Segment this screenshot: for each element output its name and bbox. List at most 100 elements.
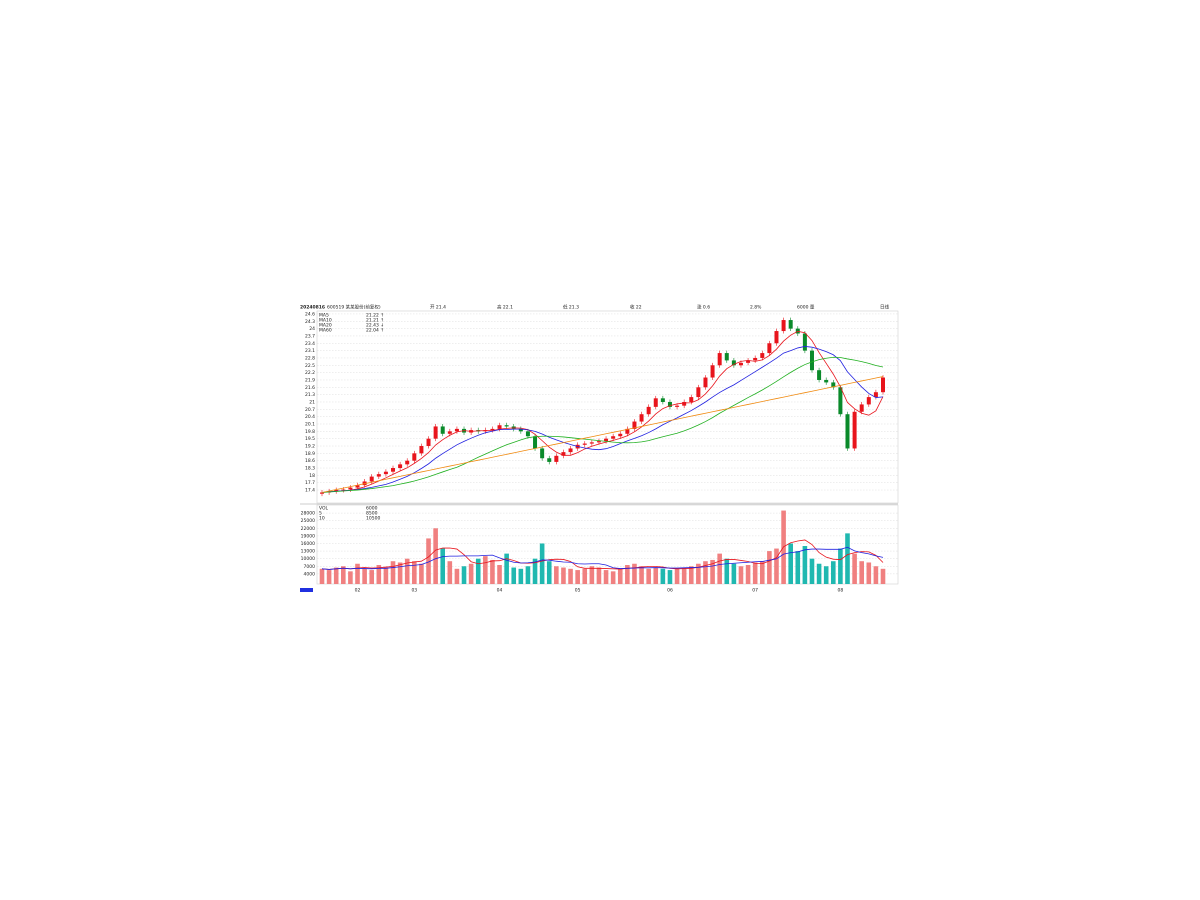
x-tick-label: 05 (575, 588, 581, 594)
candle-body (881, 377, 885, 393)
volume-bar (468, 563, 474, 584)
volume-bar (724, 558, 730, 584)
volume-bar (362, 568, 367, 584)
candle-body (703, 377, 708, 388)
volume-bar (660, 568, 666, 584)
candle-body (746, 360, 751, 363)
candle-body (859, 404, 864, 412)
volume-tick-label: 7000 (304, 564, 316, 570)
legend-name: 5 (319, 511, 322, 517)
candle-body (589, 442, 594, 444)
volume-bar (866, 562, 872, 584)
candle-body (383, 471, 388, 475)
volume-bar (504, 553, 509, 584)
price-panel (316, 310, 899, 504)
candle-body (682, 401, 687, 406)
volume-bar (475, 558, 481, 584)
volume-bar (745, 565, 751, 584)
volume-bar (674, 568, 680, 584)
ma-line (321, 346, 884, 493)
candle-body (838, 387, 843, 415)
volume-bar (426, 538, 431, 584)
y-tick-label: 19.2 (305, 444, 315, 450)
volume-bar (390, 561, 396, 584)
candle-body (653, 398, 658, 407)
volume-bar (667, 570, 673, 584)
legend-value: 21.21 ↑ (366, 318, 384, 324)
volume-bar (653, 567, 659, 584)
legend-value: 6000 (366, 506, 378, 512)
candle-body (753, 357, 758, 361)
volume-bar (589, 566, 595, 584)
legend-name: MA20 (319, 323, 332, 329)
volume-tick-label: 28000 (301, 511, 315, 517)
volume-bar (823, 566, 829, 584)
y-tick-label: 23.1 (305, 348, 315, 354)
y-tick-label: 22.5 (305, 363, 315, 369)
candle-body (618, 433, 623, 437)
volume-bar (688, 566, 694, 584)
candle-body (518, 428, 523, 432)
volume-bar (383, 567, 389, 584)
volume-bar (752, 562, 758, 584)
legend-name: 10 (319, 516, 325, 522)
volume-bar (838, 548, 843, 584)
header-item: 收 22 (630, 304, 642, 311)
volume-bar (681, 567, 687, 584)
period-label: 日线 (880, 304, 889, 311)
y-tick-label: 18.3 (305, 466, 315, 472)
candle-body (369, 476, 374, 482)
candle-body (504, 425, 509, 427)
volume-bar (412, 561, 417, 584)
volume-bar (397, 562, 403, 584)
candle-body (355, 485, 360, 488)
legend-name: MA5 (319, 313, 329, 319)
candle-body (873, 392, 878, 398)
x-tick-label: 07 (752, 588, 758, 594)
volume-bar (341, 566, 346, 584)
y-tick-label: 19.8 (305, 429, 315, 435)
candle-body (547, 458, 552, 462)
candle-body (632, 421, 637, 429)
volume-bar (596, 567, 602, 584)
y-tick-label: 18 (309, 473, 315, 479)
y-tick-label: 22.8 (305, 355, 315, 361)
candle-body (596, 441, 601, 443)
candle-body (781, 320, 786, 332)
volume-bar (802, 546, 808, 584)
y-tick-label: 21.3 (305, 392, 315, 398)
candle-body (639, 414, 644, 422)
volume-bar (539, 543, 545, 584)
candle-body (561, 452, 566, 456)
volume-bar (767, 551, 772, 584)
nav-button[interactable] (300, 588, 313, 592)
y-tick-label: 21.9 (305, 377, 315, 383)
volume-bar (731, 563, 737, 584)
header-item: 涨 0.6 (697, 304, 710, 311)
candle-body (419, 446, 424, 454)
candle-body (433, 426, 438, 439)
candle-body (724, 353, 729, 361)
volume-bar (646, 568, 651, 584)
candle-body (568, 448, 573, 453)
candle-body (405, 460, 410, 465)
candle-body (696, 387, 701, 398)
volume-bar (873, 566, 879, 584)
header-item: 开 21.4 (430, 305, 446, 311)
candle-body (625, 428, 630, 434)
volume-bar (333, 567, 339, 584)
y-tick-label: 23.7 (305, 333, 315, 339)
y-tick-label: 24.6 (305, 311, 315, 317)
volume-bar (326, 570, 332, 584)
ma-line (321, 376, 884, 493)
candle-body (824, 379, 829, 383)
y-tick-label: 19.5 (305, 436, 315, 442)
candle-body (852, 411, 857, 449)
ma-line (321, 356, 884, 493)
candle-body (426, 438, 431, 447)
volume-bar (774, 548, 779, 584)
y-tick-label: 20.7 (305, 407, 315, 413)
volume-bar (561, 567, 566, 584)
